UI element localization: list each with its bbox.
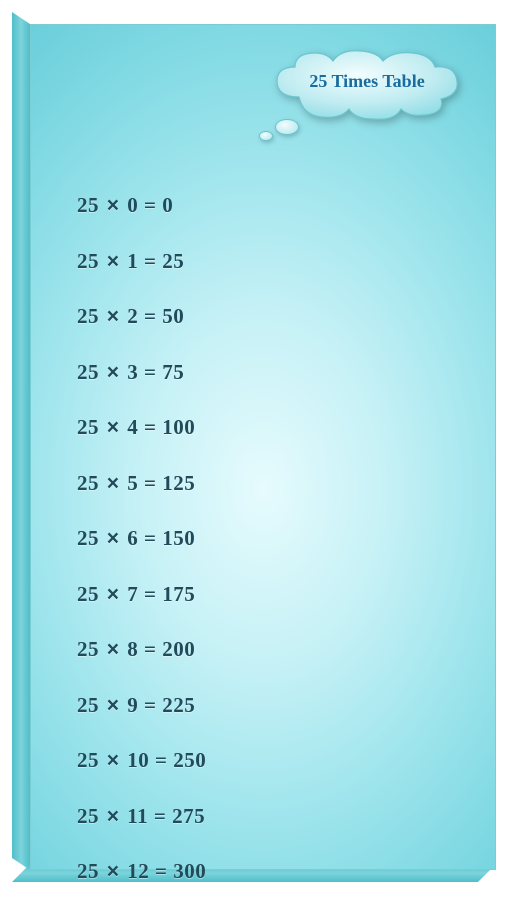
multiply-icon: ×	[105, 305, 122, 329]
product: 100	[162, 415, 195, 439]
table-row: 25 × 0 = 0	[77, 193, 206, 218]
multiplicand: 25	[77, 804, 99, 828]
table-row: 25 × 11 = 275	[77, 804, 206, 829]
multiply-icon: ×	[105, 194, 122, 218]
table-row: 25 × 6 = 150	[77, 526, 206, 551]
product: 125	[162, 471, 195, 495]
multiplicand: 25	[77, 693, 99, 717]
product: 50	[162, 304, 184, 328]
multiplier: 6	[127, 526, 138, 550]
multiply-icon: ×	[105, 694, 122, 718]
times-table-panel: 25 Times Table 25 × 0 = 025 × 1 = 2525 ×…	[12, 12, 496, 888]
multiplier: 3	[127, 360, 138, 384]
table-row: 25 × 1 = 25	[77, 249, 206, 274]
table-row: 25 × 2 = 50	[77, 304, 206, 329]
times-table-rows: 25 × 0 = 0 25 × 1 = 25 25 × 2 = 50 25 × 3 =…	[77, 193, 206, 915]
multiply-icon: ×	[105, 805, 122, 829]
multiplier: 5	[127, 471, 138, 495]
multiply-icon: ×	[105, 638, 122, 662]
multiplier: 4	[127, 415, 138, 439]
product: 225	[162, 693, 195, 717]
panel-face: 25 Times Table 25 × 0 = 025 × 1 = 2525 ×…	[30, 24, 496, 870]
multiplicand: 25	[77, 471, 99, 495]
table-row: 25 × 12 = 300	[77, 859, 206, 884]
multiply-icon: ×	[105, 527, 122, 551]
multiplier: 7	[127, 582, 138, 606]
multiply-icon: ×	[105, 472, 122, 496]
product: 25	[162, 249, 184, 273]
multiplier: 1	[127, 249, 138, 273]
multiplicand: 25	[77, 859, 99, 883]
multiplier: 10	[127, 748, 149, 772]
page-title: 25 Times Table	[269, 71, 465, 92]
multiplicand: 25	[77, 304, 99, 328]
multiply-icon: ×	[105, 860, 122, 884]
product: 150	[162, 526, 195, 550]
title-thought-bubble: 25 Times Table	[245, 47, 465, 147]
table-row: 25 × 8 = 200	[77, 637, 206, 662]
multiply-icon: ×	[105, 361, 122, 385]
multiplier: 9	[127, 693, 138, 717]
multiplier: 8	[127, 637, 138, 661]
product: 75	[162, 360, 184, 384]
table-row: 25 × 7 = 175	[77, 582, 206, 607]
multiply-icon: ×	[105, 749, 122, 773]
multiplicand: 25	[77, 748, 99, 772]
product: 0	[162, 193, 173, 217]
multiplicand: 25	[77, 637, 99, 661]
panel-left-edge	[12, 12, 30, 870]
multiply-icon: ×	[105, 583, 122, 607]
table-row: 25 × 5 = 125	[77, 471, 206, 496]
multiplier: 0	[127, 193, 138, 217]
product: 275	[172, 804, 205, 828]
multiplicand: 25	[77, 249, 99, 273]
table-row: 25 × 10 = 250	[77, 748, 206, 773]
product: 300	[173, 859, 206, 883]
table-row: 25 × 4 = 100	[77, 415, 206, 440]
multiply-icon: ×	[105, 416, 122, 440]
multiplicand: 25	[77, 360, 99, 384]
multiplicand: 25	[77, 582, 99, 606]
multiplier: 11	[127, 804, 148, 828]
table-row: 25 × 9 = 225	[77, 693, 206, 718]
multiply-icon: ×	[105, 250, 122, 274]
multiplier: 2	[127, 304, 138, 328]
product: 175	[162, 582, 195, 606]
multiplicand: 25	[77, 193, 99, 217]
multiplicand: 25	[77, 526, 99, 550]
multiplicand: 25	[77, 415, 99, 439]
bubble-puff-small-icon	[259, 131, 273, 141]
product: 200	[162, 637, 195, 661]
table-row: 25 × 3 = 75	[77, 360, 206, 385]
bubble-puff-icon	[275, 119, 299, 135]
multiplier: 12	[127, 859, 149, 883]
product: 250	[173, 748, 206, 772]
